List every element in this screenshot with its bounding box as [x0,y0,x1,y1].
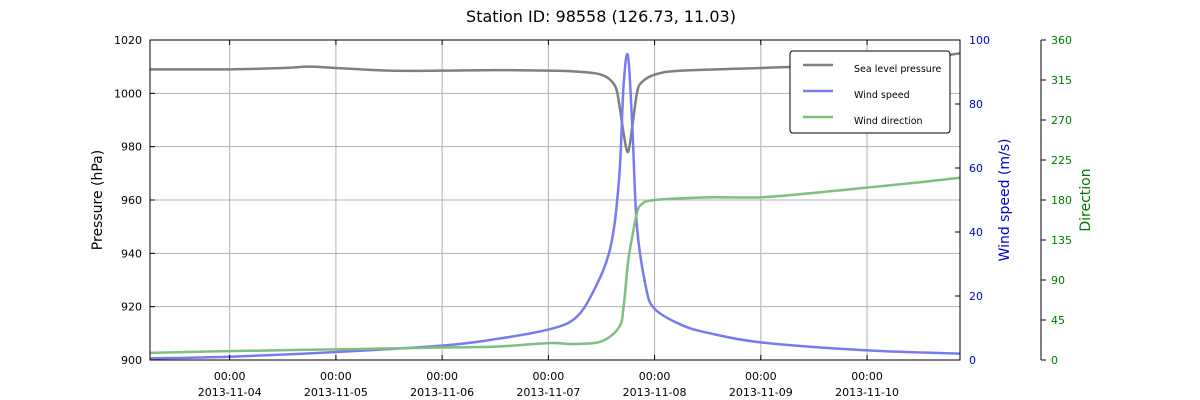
x-tick-label-time: 00:00 [426,370,458,383]
direction-tick-label: 0 [1051,354,1058,367]
x-tick-label-date: 2013-11-05 [304,386,368,399]
direction-tick-label: 270 [1051,114,1072,127]
x-tick-label-time: 00:00 [533,370,565,383]
wind-speed-axis: 0 20 40 60 80 100 [955,34,990,367]
direction-tick-label: 45 [1051,314,1065,327]
legend-label-wind-direction: Wind direction [854,116,923,127]
wind-speed-tick-label: 0 [969,354,976,367]
pressure-axis-title: Pressure (hPa) [90,150,106,250]
wind-speed-tick-label: 100 [969,34,990,47]
pressure-tick-label: 980 [121,141,142,154]
x-tick-label-date: 2013-11-10 [835,386,899,399]
pressure-tick-label: 1020 [114,34,142,47]
x-tick-label-date: 2013-11-04 [198,386,262,399]
x-tick-label-date: 2013-11-07 [516,386,580,399]
direction-tick-label: 360 [1051,34,1072,47]
pressure-tick-label: 960 [121,194,142,207]
legend-box [789,50,951,134]
wind-speed-tick-label: 20 [969,290,983,303]
x-tick-label-time: 00:00 [320,370,352,383]
pressure-tick-label: 1000 [114,87,142,100]
wind-direction-line [150,176,960,355]
pressure-tick-label: 940 [121,247,142,260]
x-tick-label-date: 2013-11-09 [729,386,793,399]
direction-tick-label: 135 [1051,234,1072,247]
x-axis: 00:00 2013-11-04 00:00 2013-11-05 00:00 2013-… [198,40,899,399]
pressure-tick-label: 920 [121,301,142,314]
wind-speed-line [150,53,960,360]
sea-level-pressure-line [150,52,960,154]
pressure-axis: 900 920 940 960 980 1000 1020 [114,34,155,367]
direction-tick-label: 225 [1051,154,1072,167]
legend-label-wind-speed: Wind speed [854,90,910,101]
chart-title: Station ID: 98558 (126.73, 11.03) [466,7,736,26]
pressure-tick-label: 900 [121,354,142,367]
x-tick-label-date: 2013-11-06 [410,386,474,399]
direction-tick-label: 90 [1051,274,1065,287]
wind-speed-tick-label: 60 [969,162,983,175]
direction-axis: 0 45 90 135 180 225 270 315 360 [1040,34,1072,367]
wind-speed-tick-label: 80 [969,98,983,111]
legend-label-pressure: Sea level pressure [854,64,942,75]
wind-speed-tick-label: 40 [969,226,983,239]
legend: Sea level pressure Wind speed Wind direc… [789,50,951,134]
direction-tick-label: 315 [1051,74,1072,87]
x-tick-label-time: 00:00 [214,370,246,383]
x-tick-label-time: 00:00 [639,370,671,383]
x-tick-label-time: 00:00 [745,370,777,383]
direction-axis-title: Direction [1078,168,1094,231]
wind-speed-axis-title: Wind speed (m/s) [997,139,1013,262]
x-tick-label-time: 00:00 [851,370,883,383]
series-lines [150,52,960,360]
x-tick-label-date: 2013-11-08 [623,386,687,399]
direction-tick-label: 180 [1051,194,1072,207]
